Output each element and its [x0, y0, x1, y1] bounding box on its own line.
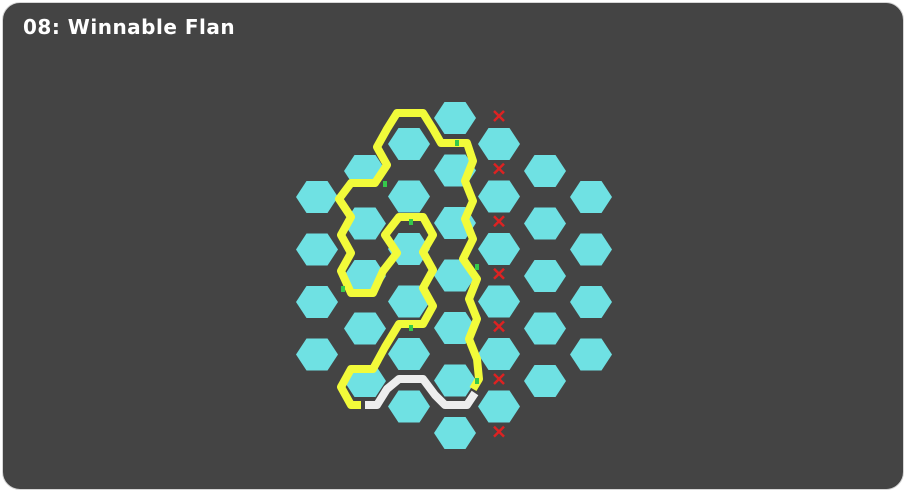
puzzle-title: 08: Winnable Flan — [23, 15, 236, 39]
hex-tile[interactable] — [478, 285, 520, 318]
white-path[interactable] — [365, 375, 479, 409]
hex-tile[interactable] — [296, 233, 338, 266]
hex-tile[interactable] — [524, 207, 566, 240]
path-joint — [383, 181, 387, 187]
hex-tile[interactable] — [478, 390, 520, 423]
path-joint — [409, 325, 413, 331]
hex-tile[interactable] — [434, 102, 476, 134]
hex-tile[interactable] — [524, 312, 566, 345]
hex-tile[interactable] — [524, 155, 566, 187]
x-marker-icon — [493, 267, 505, 280]
hex-tile[interactable] — [524, 365, 566, 397]
hex-tile[interactable] — [296, 286, 338, 318]
x-marker-icon — [493, 425, 505, 438]
hex-tile[interactable] — [478, 233, 520, 265]
hex-tile[interactable] — [570, 181, 612, 213]
x-marker-icon — [493, 162, 505, 175]
hex-tile[interactable] — [388, 390, 430, 423]
puzzle-board[interactable] — [3, 3, 904, 490]
hex-tile[interactable] — [434, 312, 476, 344]
path-joint — [409, 219, 413, 225]
hex-tile[interactable] — [388, 338, 430, 370]
hex-tile[interactable] — [570, 338, 612, 371]
path-joint — [475, 264, 479, 270]
hex-tile[interactable] — [296, 338, 338, 371]
path-joint — [341, 286, 345, 292]
x-marker-icon — [493, 215, 505, 228]
yellow-path[interactable] — [335, 109, 483, 409]
x-marker-icon — [493, 320, 505, 333]
hex-tile[interactable] — [388, 285, 430, 318]
x-marker-icon — [493, 373, 505, 385]
path-joint — [475, 378, 479, 384]
hex-tile[interactable] — [388, 128, 430, 160]
hex-tile[interactable] — [478, 338, 520, 370]
x-marker-icon — [493, 110, 505, 122]
hex-tile[interactable] — [478, 128, 520, 160]
hex-tile[interactable] — [570, 286, 612, 318]
hex-tile[interactable] — [570, 233, 612, 266]
hex-tile[interactable] — [434, 417, 476, 449]
hex-tile[interactable] — [388, 180, 430, 213]
hex-tile[interactable] — [524, 260, 566, 292]
hex-tile[interactable] — [478, 180, 520, 213]
path-joint — [455, 140, 459, 146]
hex-tile[interactable] — [434, 364, 476, 397]
hex-tile[interactable] — [296, 181, 338, 213]
hex-tile[interactable] — [344, 312, 386, 345]
